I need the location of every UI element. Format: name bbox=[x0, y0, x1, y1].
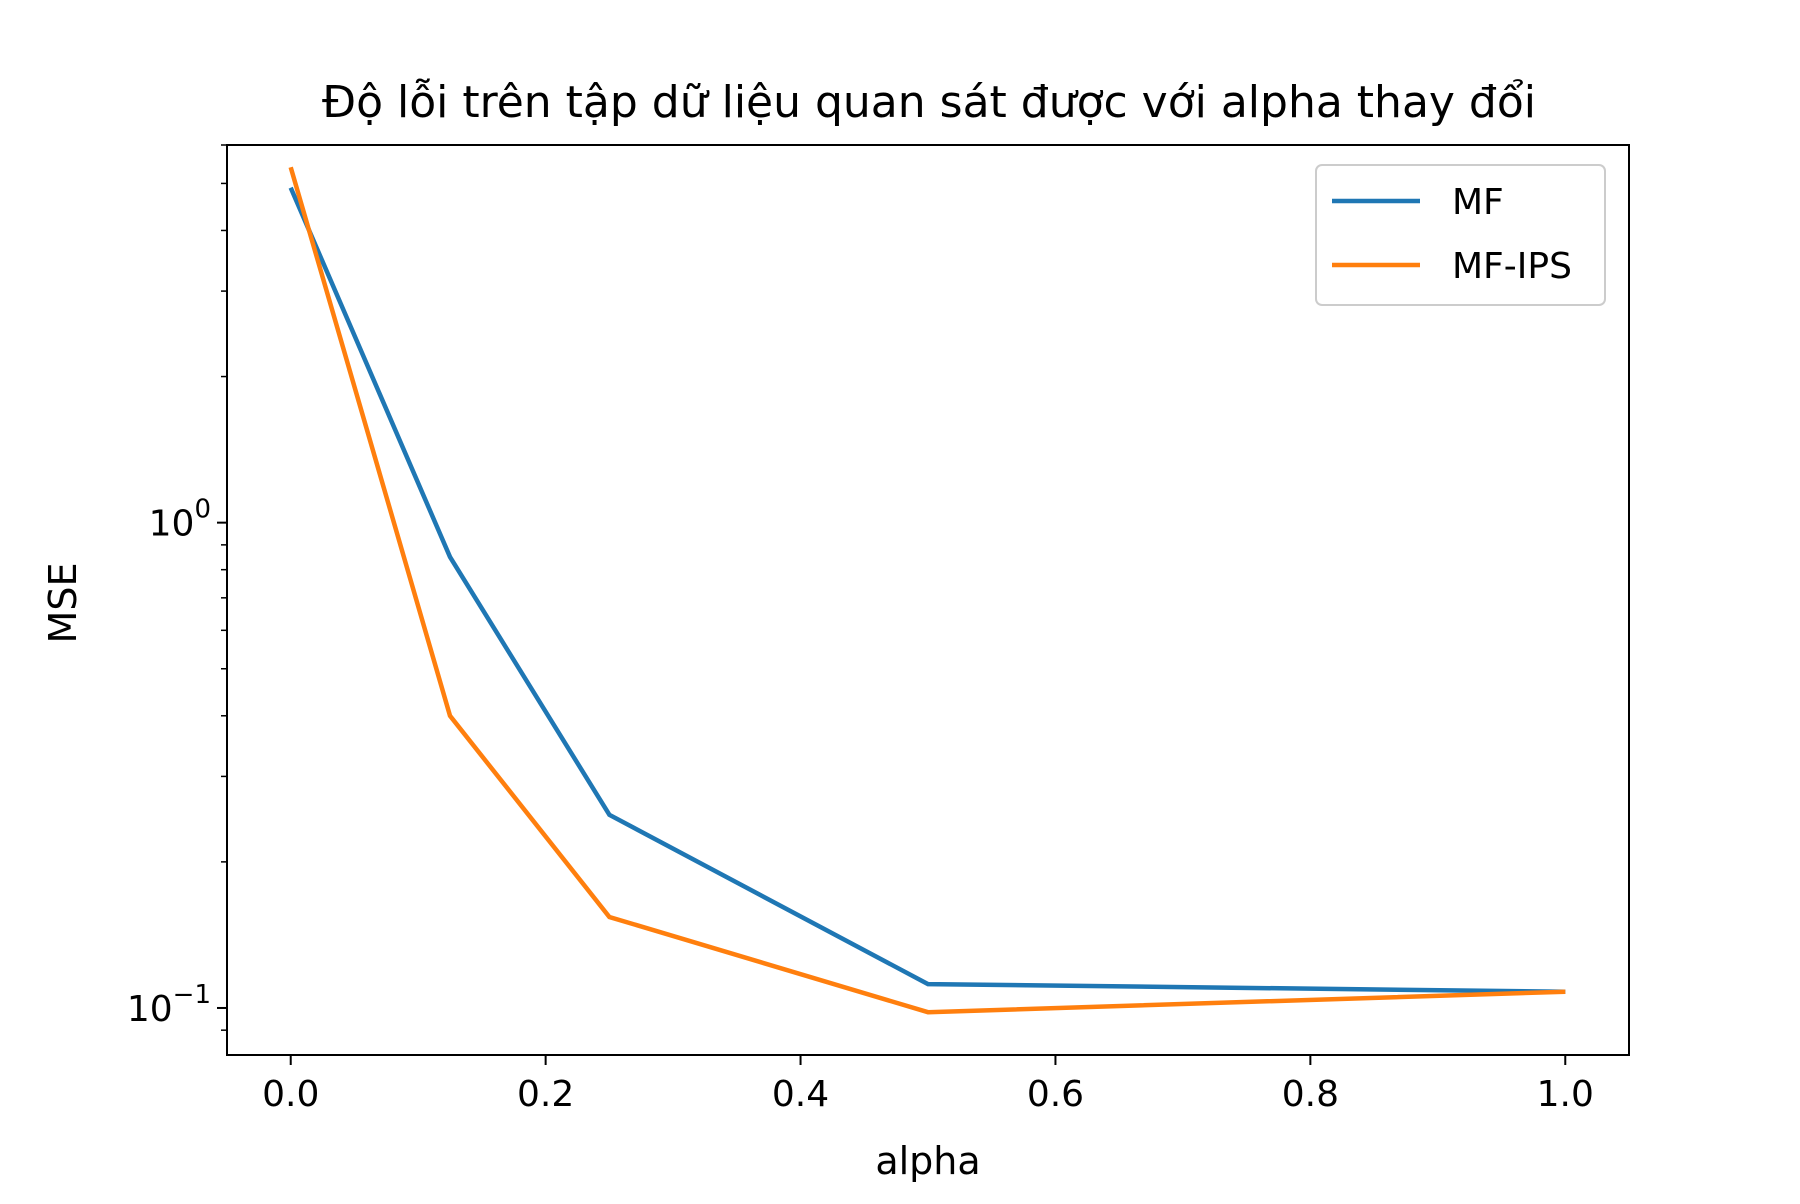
legend-label-mf-ips: MF-IPS bbox=[1452, 246, 1572, 287]
series-line-mf-ips bbox=[288, 166, 1566, 1015]
x-tick-label: 0.0 bbox=[262, 1074, 319, 1115]
y-tick-label-base: 10 bbox=[127, 989, 173, 1030]
y-tick-label: 100 bbox=[149, 495, 211, 545]
x-tick-label: 0.6 bbox=[1027, 1074, 1084, 1115]
y-tick-label-exponent: 0 bbox=[194, 495, 211, 525]
x-tick-label: 1.0 bbox=[1537, 1074, 1594, 1115]
chart-title: Độ lỗi trên tập dữ liệu quan sát được vớ… bbox=[322, 77, 1536, 128]
x-tick-label: 0.2 bbox=[517, 1074, 574, 1115]
y-tick-label-base: 10 bbox=[149, 504, 195, 545]
y-tick-label-exponent: −1 bbox=[173, 980, 211, 1010]
x-tick-label: 0.8 bbox=[1282, 1074, 1339, 1115]
legend: MF MF-IPS bbox=[1315, 164, 1606, 306]
plot-frame bbox=[226, 144, 1630, 1056]
y-axis-label: MSE bbox=[41, 563, 85, 644]
series-line-mf bbox=[288, 186, 1566, 994]
x-axis-label: alpha bbox=[875, 1139, 980, 1183]
x-tick-label: 0.4 bbox=[772, 1074, 829, 1115]
y-tick-label: 10−1 bbox=[127, 980, 211, 1030]
legend-label-mf: MF bbox=[1452, 182, 1504, 223]
series-layer bbox=[288, 166, 1566, 1015]
x-axis: 0.0 0.2 0.4 0.6 0.8 1.0 bbox=[262, 1055, 1594, 1115]
